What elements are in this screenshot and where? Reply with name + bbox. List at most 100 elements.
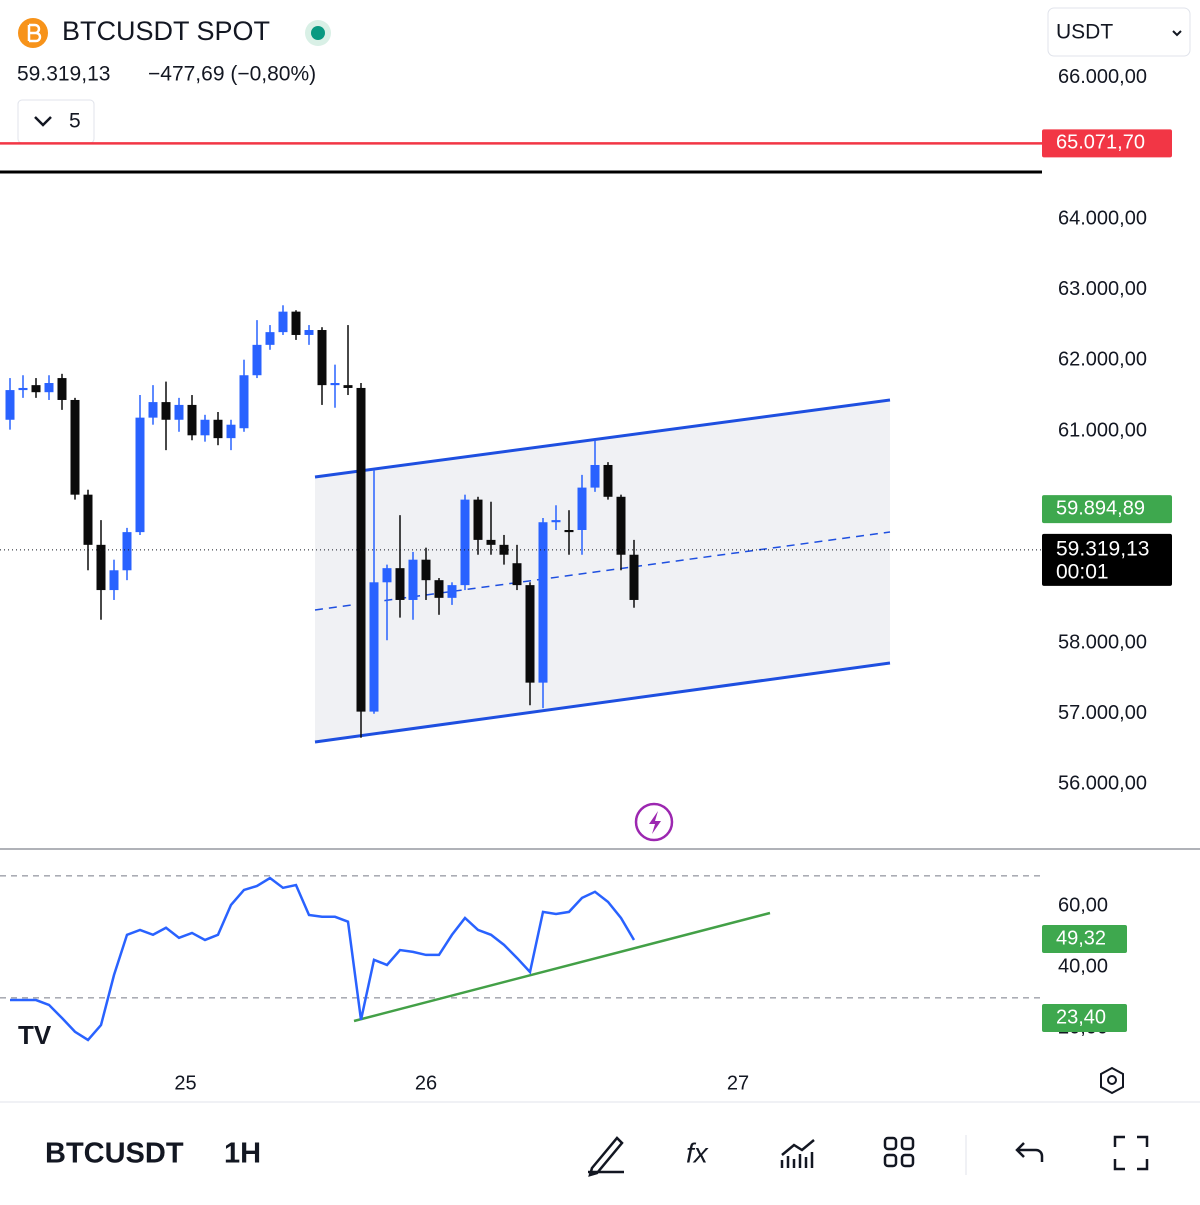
currency-select[interactable] [1047, 7, 1191, 57]
candle-body [278, 311, 288, 333]
x-tick-label: 27 [727, 1072, 749, 1094]
y-tick-label: 40,00 [1058, 956, 1108, 978]
x-tick-label: 26 [415, 1072, 437, 1094]
candle-body [161, 402, 171, 420]
candle-body [525, 585, 535, 683]
lightning [649, 811, 661, 834]
candle-body [213, 419, 223, 439]
candle-body [57, 378, 67, 400]
interval[interactable]: 5 [69, 110, 81, 133]
y-tick-label: 62.000,00 [1058, 349, 1147, 371]
candle-body [551, 520, 561, 523]
candle-body [382, 568, 392, 583]
layout-tool[interactable] [883, 1136, 915, 1168]
channel-mid [314, 531, 891, 611]
toolbar-timeframe[interactable]: 1H [224, 1138, 261, 1170]
candle-body [629, 554, 639, 600]
candle-body [564, 530, 574, 533]
candle-body [83, 494, 93, 545]
candle-body [486, 539, 496, 545]
fullscreen-tool[interactable] [1113, 1135, 1149, 1171]
candle-body [239, 375, 249, 429]
settings-dot [1107, 1075, 1117, 1085]
candle-body [18, 387, 28, 391]
candle-body [265, 332, 275, 345]
candle-body [603, 464, 613, 497]
marker-label: 49,32 [1056, 927, 1106, 949]
y-tick-label: 57.000,00 [1058, 702, 1147, 724]
candle-body [395, 568, 405, 600]
y-tick-label: 60,00 [1058, 895, 1108, 917]
candle-body [512, 563, 522, 586]
marker-label: 59.894,89 [1056, 497, 1145, 519]
price-change: −477,69 (−0,80%) [148, 63, 316, 86]
candle-body [187, 404, 197, 436]
channel-fill [315, 400, 890, 742]
chevron [1172, 30, 1182, 37]
last-price: 59.319,13 [17, 63, 110, 86]
candle-body [317, 330, 327, 386]
settings-icon[interactable] [1100, 1066, 1124, 1095]
interval-button[interactable] [17, 99, 95, 144]
indicator-tool[interactable]: fx [686, 1137, 709, 1168]
candle-body [135, 417, 145, 533]
candle-body [5, 390, 15, 420]
marker-box [1042, 495, 1172, 524]
candle-body [590, 464, 600, 488]
chevron [34, 116, 52, 127]
marker-label: 23,40 [1056, 1006, 1106, 1028]
candle-body [330, 383, 340, 386]
symbol-title: BTCUSDT SPOT [62, 16, 270, 46]
marker-label: 65.071,70 [1056, 132, 1145, 154]
candle-body [369, 582, 379, 712]
x-tick-label: 25 [174, 1072, 196, 1094]
status-dot [311, 26, 325, 40]
toolbar-symbol[interactable]: BTCUSDT [45, 1138, 184, 1170]
candle-body [577, 487, 587, 530]
logo: TV [18, 1020, 52, 1050]
candle-body [343, 385, 353, 388]
y-tick-label: 58.000,00 [1058, 631, 1147, 653]
last-price-box [1042, 533, 1172, 586]
y-tick-label: 64.000,00 [1058, 207, 1147, 229]
channel-lower [314, 661, 891, 744]
candle-body [122, 532, 132, 571]
candle-body [96, 544, 106, 591]
candle-body [200, 419, 210, 436]
candle-body [291, 311, 301, 335]
candle-body [148, 402, 158, 418]
candle-body [304, 330, 314, 335]
last-price-label: 59.319,13 [1056, 537, 1149, 560]
marker-box [1042, 129, 1172, 158]
y-tick-label: 56.000,00 [1058, 773, 1147, 795]
currency[interactable]: USDT [1056, 21, 1113, 44]
y-tick-label: 66.000,00 [1058, 66, 1147, 88]
candle-body [460, 499, 470, 586]
undo-tool[interactable] [1015, 1142, 1044, 1162]
candle-body [226, 424, 236, 439]
rsi-trendline [353, 911, 771, 1023]
candle-body [434, 580, 444, 598]
marker-box [1042, 924, 1127, 953]
candle-body [408, 559, 418, 600]
y-tick-label: 63.000,00 [1058, 278, 1147, 300]
candle-body [109, 570, 119, 591]
candle-body [252, 344, 262, 376]
candle-body [616, 496, 626, 555]
draw-tool[interactable] [588, 1136, 624, 1177]
chart-type-tool[interactable] [780, 1139, 815, 1168]
y-tick-label: 61.000,00 [1058, 419, 1147, 441]
candle-body [44, 383, 54, 393]
channel-upper [314, 398, 891, 479]
coin-glyph [27, 23, 42, 43]
candle-body [421, 559, 431, 581]
candle-body [174, 404, 184, 420]
candle-body [70, 399, 80, 495]
countdown: 00:01 [1056, 560, 1109, 583]
marker-box [1042, 1004, 1127, 1033]
candle-body [31, 385, 41, 393]
candle-body [538, 522, 548, 683]
candle-body [447, 585, 457, 598]
candle-body [473, 499, 483, 540]
